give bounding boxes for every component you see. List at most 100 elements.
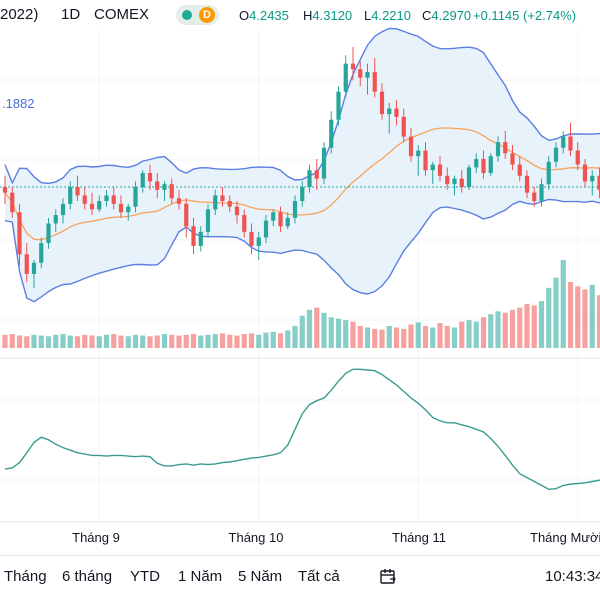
candle-body <box>126 206 131 213</box>
candle-body <box>31 262 37 274</box>
volume-bar <box>53 334 59 348</box>
interval-label[interactable]: 1D <box>61 6 81 23</box>
candle-body <box>184 203 189 227</box>
volume-bars <box>2 260 600 348</box>
ohlc-open-value: 4.2435 <box>249 8 289 23</box>
range-button-all[interactable]: Tất cả <box>298 568 340 585</box>
volume-bar <box>444 326 450 348</box>
candle-body <box>481 158 486 173</box>
delayed-data-badge: D <box>199 7 215 23</box>
candle-body <box>437 164 443 176</box>
volume-bar <box>582 289 588 348</box>
volume-bar <box>430 327 436 348</box>
volume-bar <box>321 312 327 348</box>
volume-bar <box>422 326 429 348</box>
ohlc-high-label: H <box>303 8 313 23</box>
volume-bar <box>292 326 298 348</box>
volume-bar <box>227 334 233 348</box>
candle-body <box>408 136 414 157</box>
volume-bar <box>299 315 305 348</box>
range-button-1-year[interactable]: 1 Năm <box>178 568 223 585</box>
volume-bar <box>531 305 537 348</box>
candle-body <box>459 178 464 188</box>
candle-body <box>191 226 196 246</box>
candle-body <box>205 209 211 232</box>
time-axis-label: Tháng 11 <box>392 530 446 545</box>
candle-body <box>568 136 573 151</box>
volume-bar <box>553 277 559 348</box>
volume-bar <box>270 331 276 348</box>
volume-bar <box>60 334 66 348</box>
chart-background <box>0 0 600 555</box>
candle-body <box>68 187 73 204</box>
clock-time: 10:43:34 <box>545 568 600 585</box>
candle-body <box>278 212 283 227</box>
volume-bar <box>82 334 88 348</box>
volume-bar <box>393 327 400 348</box>
candle-body <box>300 187 305 202</box>
candle-body <box>89 203 95 210</box>
candle-body <box>539 184 544 202</box>
volume-bar <box>401 328 407 348</box>
range-button-ytd[interactable]: YTD <box>130 568 160 585</box>
candle-body <box>416 150 421 157</box>
range-button-month[interactable]: Tháng <box>4 568 47 585</box>
volume-bar <box>154 335 160 348</box>
candle-body <box>162 184 167 190</box>
go-to-date-icon[interactable] <box>378 567 398 587</box>
volume-bar <box>343 320 349 348</box>
candle-body <box>582 164 588 182</box>
market-status-badge[interactable]: D <box>176 5 219 25</box>
candle-body <box>133 187 138 207</box>
volume-bar <box>575 286 581 348</box>
volume-bar <box>437 323 443 348</box>
candle-body <box>53 215 58 224</box>
volume-bar <box>277 333 284 348</box>
candle-body <box>510 153 515 165</box>
candle-body <box>365 72 370 78</box>
candle-body <box>350 63 356 70</box>
candle-body <box>329 119 334 148</box>
volume-bar <box>212 334 218 348</box>
candle-body <box>46 223 51 244</box>
market-status-dot-icon <box>182 10 192 20</box>
candle-body <box>401 116 406 137</box>
candle-body <box>220 195 225 202</box>
volume-bar <box>183 334 189 348</box>
range-button-5-years[interactable]: 5 Năm <box>238 568 283 585</box>
volume-bar <box>176 335 182 348</box>
ohlc-low: L4.2210 <box>364 8 411 23</box>
candle-body <box>532 192 537 202</box>
volume-bar <box>67 335 73 348</box>
volume-bar <box>190 334 197 348</box>
volume-bar <box>596 295 600 348</box>
candle-body <box>249 231 254 246</box>
volume-bar <box>45 336 52 348</box>
candle-body <box>285 217 290 227</box>
candle-body <box>387 108 392 115</box>
oscillator-line <box>4 368 600 491</box>
candle-body <box>474 158 479 168</box>
candle-body <box>561 136 566 148</box>
candle-body <box>242 215 247 232</box>
volume-bar <box>335 318 342 348</box>
volume-bar <box>524 304 530 348</box>
bollinger-upper-line <box>4 27 600 185</box>
candle-body <box>546 161 551 185</box>
candle-body <box>140 172 145 188</box>
range-button-6-months[interactable]: 6 tháng <box>62 568 113 585</box>
ohlc-open: O4.2435 <box>239 8 289 23</box>
volume-bar <box>314 307 320 348</box>
volume-bar <box>205 334 211 348</box>
price-chart[interactable]: .1882 Tháng 9 Tháng 10 Tháng 11 Tháng Mư… <box>0 0 600 555</box>
volume-bar <box>379 329 385 348</box>
volume-bar <box>285 330 291 348</box>
candle-body <box>118 203 124 213</box>
volume-bar <box>488 314 494 348</box>
candle-body <box>292 201 298 218</box>
volume-bar <box>473 321 479 348</box>
symbol-header: 2022) 1D COMEX D O4.2435 H4.3120 L4.2210… <box>0 0 600 30</box>
candle-body <box>343 63 348 92</box>
candle-body <box>423 150 428 171</box>
time-axis-label: Tháng 10 <box>229 530 284 545</box>
